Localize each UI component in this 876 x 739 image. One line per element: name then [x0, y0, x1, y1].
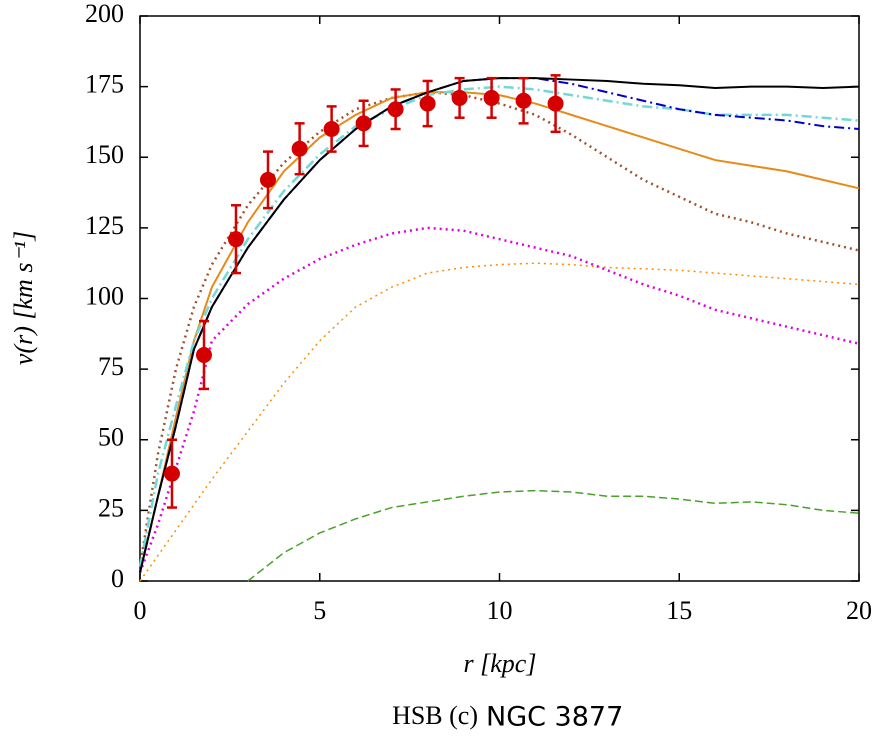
curve	[138, 226, 860, 573]
data-point	[291, 140, 308, 157]
curve	[139, 262, 860, 582]
x-axis-label: r [kpc]	[464, 649, 537, 678]
data-point	[451, 89, 468, 106]
y-axis-label: v(r) [km s⁻¹]	[9, 231, 38, 365]
x-tick-label: 15	[666, 596, 692, 625]
y-tick-label: 50	[98, 423, 124, 452]
x-tick-label: 5	[313, 596, 326, 625]
x-tick-label: 20	[846, 596, 872, 625]
data-point	[355, 115, 372, 132]
curve	[139, 77, 860, 573]
caption-sample: HSB (c)	[392, 701, 478, 730]
data-point	[483, 89, 500, 106]
curve	[139, 77, 860, 573]
caption-galaxy: NGC 3877	[486, 702, 623, 733]
y-tick-label: 25	[98, 493, 124, 522]
y-tick-label: 100	[85, 281, 124, 310]
data-point	[259, 171, 276, 188]
data-point	[419, 95, 436, 112]
curve	[138, 85, 860, 568]
curve	[247, 489, 860, 582]
x-tick-label: 0	[134, 596, 147, 625]
data-point	[163, 465, 180, 482]
x-tick-label: 10	[487, 596, 513, 625]
y-tick-label: 150	[85, 140, 124, 169]
curve	[138, 91, 860, 568]
curve	[139, 91, 860, 573]
y-tick-label: 200	[85, 0, 124, 28]
data-point	[547, 95, 564, 112]
plot-frame	[139, 15, 860, 582]
data-point	[227, 231, 244, 248]
data-point	[195, 347, 212, 363]
y-tick-label: 75	[98, 352, 124, 381]
data-point	[323, 121, 340, 137]
data-point	[387, 101, 404, 118]
y-tick-label: 125	[85, 211, 124, 240]
data-point	[515, 92, 532, 109]
y-tick-label: 0	[111, 564, 124, 593]
y-tick-label: 175	[85, 70, 124, 99]
